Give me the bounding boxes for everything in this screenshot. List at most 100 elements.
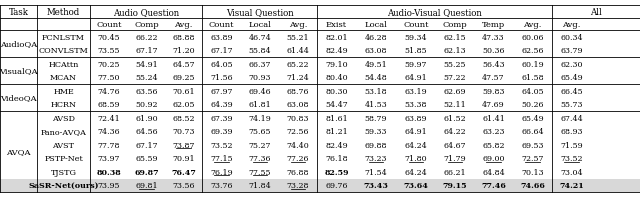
Text: 67.39: 67.39	[211, 114, 233, 122]
Text: 64.91: 64.91	[404, 128, 428, 136]
Text: HME: HME	[53, 87, 74, 95]
Text: 70.61: 70.61	[172, 87, 195, 95]
Text: 70.25: 70.25	[98, 60, 120, 68]
Text: 74.36: 74.36	[98, 128, 120, 136]
Text: Audio Question: Audio Question	[113, 8, 179, 17]
Text: 73.43: 73.43	[364, 181, 388, 189]
Text: 47.33: 47.33	[482, 34, 505, 42]
Text: 46.28: 46.28	[365, 34, 387, 42]
Text: 54.48: 54.48	[365, 74, 387, 82]
Text: 73.28: 73.28	[287, 181, 309, 189]
Text: 69.39: 69.39	[211, 128, 233, 136]
Text: 54.47: 54.47	[325, 101, 348, 109]
Text: 76.19: 76.19	[210, 168, 233, 176]
Text: 62.13: 62.13	[444, 47, 467, 55]
Text: 77.50: 77.50	[98, 74, 120, 82]
Text: 70.73: 70.73	[172, 128, 195, 136]
Text: 73.95: 73.95	[98, 181, 120, 189]
Text: 69.87: 69.87	[134, 168, 159, 176]
Text: 63.08: 63.08	[365, 47, 387, 55]
Text: 74.66: 74.66	[520, 181, 545, 189]
Text: Comp: Comp	[443, 21, 467, 29]
Text: 76.47: 76.47	[171, 168, 196, 176]
Text: 67.17: 67.17	[210, 47, 233, 55]
Text: 69.25: 69.25	[172, 74, 195, 82]
Text: 57.22: 57.22	[444, 74, 467, 82]
Text: 77.36: 77.36	[249, 155, 271, 162]
Text: 77.15: 77.15	[210, 155, 233, 162]
Text: Method: Method	[47, 8, 80, 17]
Text: 70.83: 70.83	[287, 114, 309, 122]
Text: 81.21: 81.21	[325, 128, 348, 136]
Text: 82.49: 82.49	[325, 47, 348, 55]
Text: 63.89: 63.89	[404, 114, 428, 122]
Text: 79.15: 79.15	[443, 181, 467, 189]
Text: 67.97: 67.97	[211, 87, 233, 95]
Text: All: All	[590, 8, 602, 17]
Text: 68.93: 68.93	[560, 128, 583, 136]
Text: 51.85: 51.85	[404, 47, 428, 55]
Text: 66.64: 66.64	[521, 128, 544, 136]
Text: 74.21: 74.21	[559, 181, 584, 189]
Text: 73.87: 73.87	[172, 141, 195, 149]
Text: 69.00: 69.00	[483, 155, 505, 162]
Text: 79.10: 79.10	[325, 60, 348, 68]
Text: 68.76: 68.76	[287, 87, 309, 95]
Text: 73.64: 73.64	[404, 181, 428, 189]
Text: 75.65: 75.65	[249, 128, 271, 136]
Text: 73.97: 73.97	[98, 155, 120, 162]
Text: 72.57: 72.57	[521, 155, 544, 162]
Text: 63.23: 63.23	[483, 128, 505, 136]
Text: 67.17: 67.17	[135, 141, 158, 149]
Text: AVST: AVST	[52, 141, 74, 149]
Text: 73.23: 73.23	[365, 155, 387, 162]
Text: AudioQA: AudioQA	[0, 40, 37, 48]
Text: 76.18: 76.18	[325, 155, 348, 162]
Text: Avg.: Avg.	[289, 21, 307, 29]
Text: 69.76: 69.76	[325, 181, 348, 189]
Text: 65.82: 65.82	[483, 141, 505, 149]
Text: 61.41: 61.41	[482, 114, 505, 122]
Text: 65.49: 65.49	[560, 74, 583, 82]
Text: 81.61: 81.61	[325, 114, 348, 122]
Text: 73.52: 73.52	[560, 155, 583, 162]
Text: 77.26: 77.26	[287, 155, 309, 162]
Text: 74.19: 74.19	[248, 114, 271, 122]
Text: Audio-Visual Question: Audio-Visual Question	[387, 8, 482, 17]
Text: 77.78: 77.78	[98, 141, 120, 149]
Text: 59.34: 59.34	[404, 34, 428, 42]
Text: 68.88: 68.88	[172, 34, 195, 42]
Text: 77.46: 77.46	[481, 181, 506, 189]
Text: 72.56: 72.56	[287, 128, 309, 136]
Text: 70.91: 70.91	[172, 155, 195, 162]
Text: 71.54: 71.54	[365, 168, 387, 176]
Text: 71.56: 71.56	[210, 74, 233, 82]
Text: 66.22: 66.22	[135, 34, 157, 42]
Text: AVSD: AVSD	[52, 114, 75, 122]
Text: Visual Question: Visual Question	[226, 8, 293, 17]
Text: 64.05: 64.05	[521, 87, 544, 95]
Text: 66.45: 66.45	[560, 87, 583, 95]
Text: 69.53: 69.53	[521, 141, 544, 149]
Text: 69.46: 69.46	[249, 87, 271, 95]
Text: 64.56: 64.56	[135, 128, 158, 136]
Text: Avg.: Avg.	[524, 21, 541, 29]
Text: 63.19: 63.19	[404, 87, 428, 95]
Text: 82.59: 82.59	[324, 168, 349, 176]
Text: Exist: Exist	[326, 21, 347, 29]
Text: 70.93: 70.93	[249, 74, 271, 82]
Text: 55.21: 55.21	[287, 34, 309, 42]
Text: 64.84: 64.84	[482, 168, 505, 176]
Text: 68.59: 68.59	[98, 101, 120, 109]
Text: 63.08: 63.08	[287, 101, 309, 109]
Text: 58.79: 58.79	[365, 114, 387, 122]
Text: Task: Task	[8, 8, 29, 17]
Text: 80.40: 80.40	[325, 74, 348, 82]
Text: 70.13: 70.13	[521, 168, 544, 176]
Text: 69.88: 69.88	[365, 141, 387, 149]
Text: 71.80: 71.80	[404, 155, 428, 162]
Text: 61.44: 61.44	[287, 47, 309, 55]
Text: 59.83: 59.83	[483, 87, 505, 95]
Text: 64.91: 64.91	[404, 74, 428, 82]
Text: 67.17: 67.17	[135, 47, 158, 55]
